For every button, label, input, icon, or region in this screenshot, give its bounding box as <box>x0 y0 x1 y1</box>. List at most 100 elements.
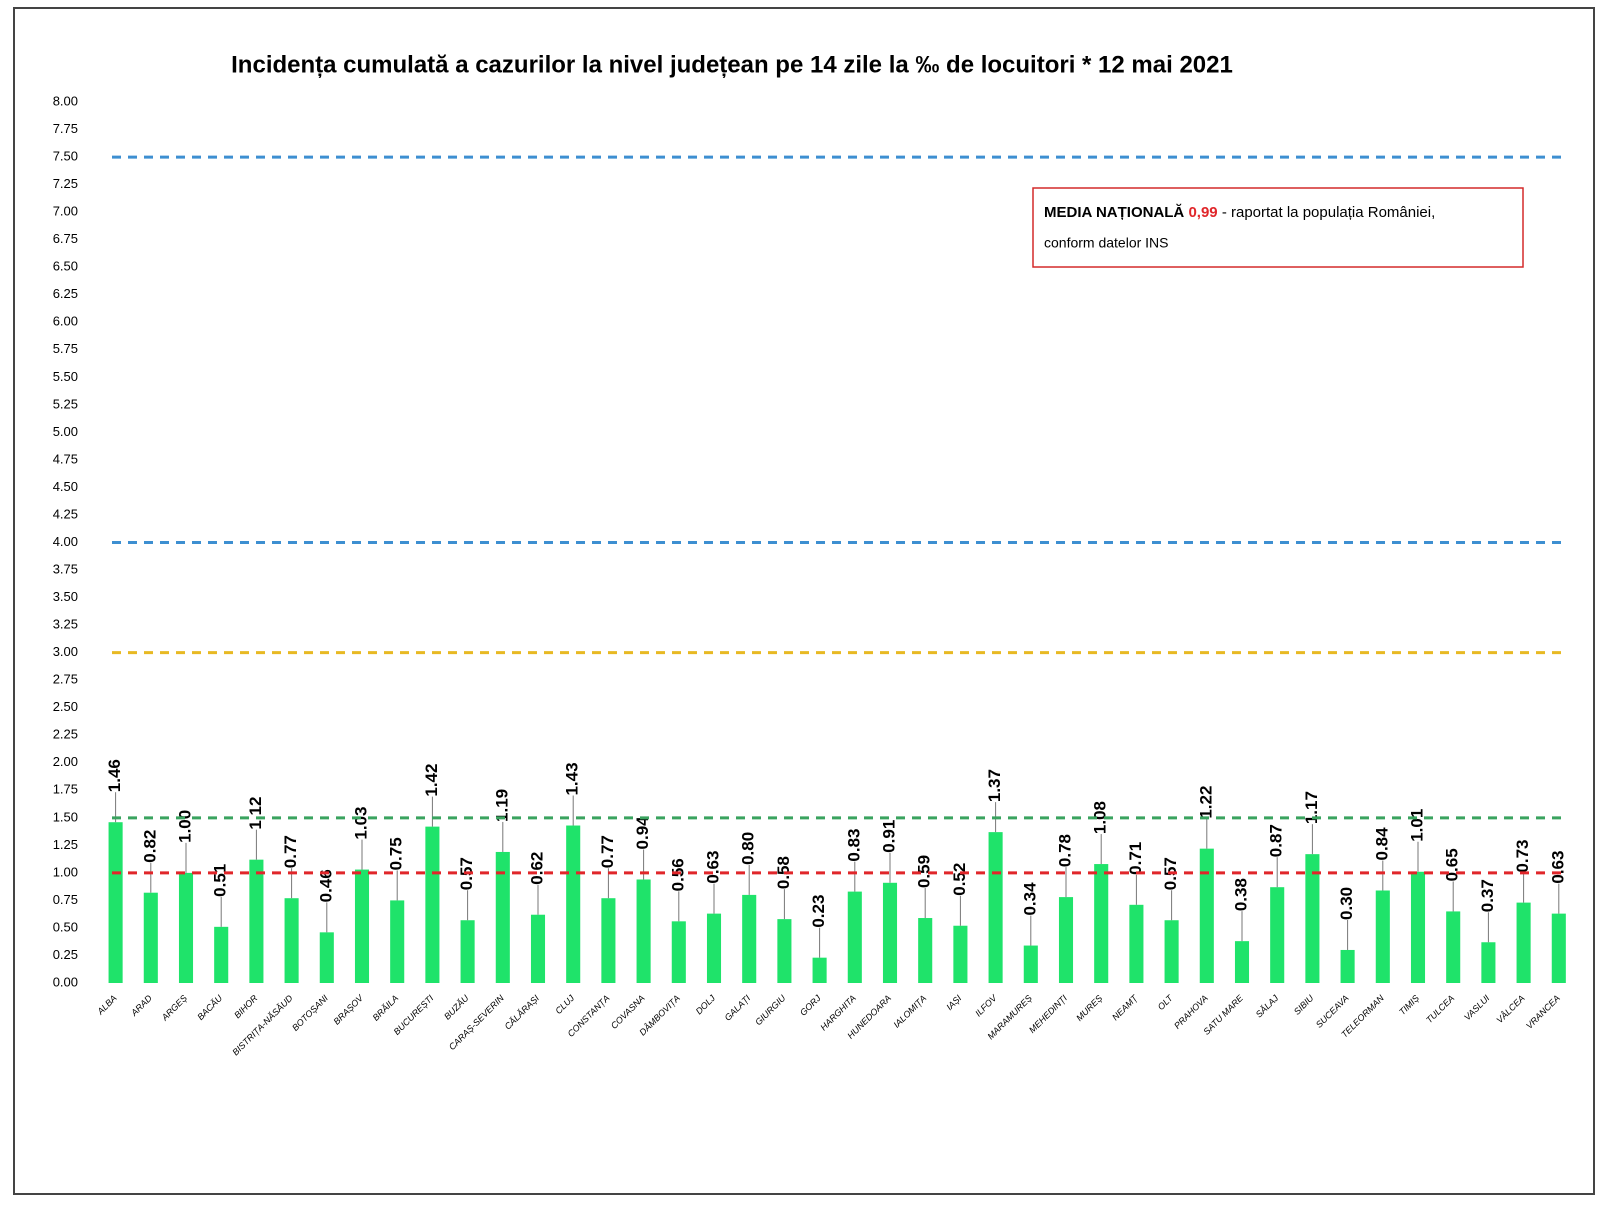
value-label: 0.58 <box>774 856 793 889</box>
value-label: 1.17 <box>1302 791 1321 824</box>
value-label: 0.77 <box>598 835 617 868</box>
y-tick-label: 2.50 <box>53 699 78 714</box>
bar <box>671 921 686 983</box>
x-tick-label: GORJ <box>798 993 823 1018</box>
value-label: 0.51 <box>211 864 230 897</box>
y-tick-label: 3.50 <box>53 589 78 604</box>
annotation-value: 0,99 <box>1188 204 1217 221</box>
value-label: 0.38 <box>1231 878 1250 911</box>
y-tick-label: 6.25 <box>53 286 78 301</box>
bar <box>143 892 158 983</box>
value-label: 0.23 <box>809 895 828 928</box>
y-tick-label: 5.75 <box>53 341 78 356</box>
x-tick-label: BRĂILA <box>371 993 401 1023</box>
value-label: 0.71 <box>1126 842 1145 875</box>
y-tick-label: 0.25 <box>53 947 78 962</box>
value-label: 0.78 <box>1055 834 1074 867</box>
bar <box>1129 904 1144 983</box>
value-label: 1.37 <box>985 769 1004 802</box>
bar <box>566 825 581 983</box>
y-tick-label: 1.50 <box>53 809 78 824</box>
value-label: 0.82 <box>140 830 159 863</box>
x-tick-label: BRAȘOV <box>331 992 365 1026</box>
x-tick-label: COVASNA <box>609 993 647 1031</box>
value-label: 1.22 <box>1196 786 1215 819</box>
x-tick-label: BIHOR <box>232 993 260 1021</box>
x-tick-label: GALAȚI <box>723 993 753 1023</box>
value-label: 1.43 <box>563 762 582 795</box>
x-tick-label: VRANCEA <box>1524 993 1562 1031</box>
bar <box>108 822 123 983</box>
x-tick-label: SĂLAJ <box>1254 993 1281 1020</box>
x-tick-label: TIMIȘ <box>1397 993 1421 1017</box>
bar <box>636 879 651 983</box>
y-tick-label: 5.00 <box>53 424 78 439</box>
value-label: 1.03 <box>351 806 370 839</box>
value-label: 1.01 <box>1407 809 1426 842</box>
y-tick-label: 4.50 <box>53 479 78 494</box>
x-tick-label: CLUJ <box>553 993 576 1016</box>
x-tick-label: MUREȘ <box>1074 993 1104 1023</box>
bar <box>319 932 334 983</box>
bar <box>460 920 475 983</box>
bar <box>284 898 299 983</box>
bar <box>1199 848 1214 983</box>
y-tick-label: 8.00 <box>53 93 78 108</box>
bar <box>918 918 933 983</box>
y-tick-label: 2.25 <box>53 727 78 742</box>
x-tick-label: ALBA <box>95 993 119 1017</box>
y-tick-label: 5.50 <box>53 369 78 384</box>
value-label: 0.59 <box>915 855 934 888</box>
bar <box>847 891 862 983</box>
value-label: 0.46 <box>316 869 335 902</box>
y-tick-label: 3.00 <box>53 644 78 659</box>
annotation: MEDIA NAȚIONALĂ 0,99 - raportat la popul… <box>1044 204 1435 221</box>
bar <box>601 898 616 983</box>
bar <box>1481 942 1496 983</box>
annotation-heading: MEDIA NAȚIONALĂ <box>1044 204 1184 221</box>
y-tick-label: 2.00 <box>53 754 78 769</box>
value-label: 0.56 <box>668 858 687 891</box>
y-tick-label: 3.25 <box>53 617 78 632</box>
y-tick-label: 0.75 <box>53 892 78 907</box>
bar <box>1516 902 1531 983</box>
value-label: 0.63 <box>703 851 722 884</box>
y-tick-label: 4.00 <box>53 534 78 549</box>
annotation-text: conform datelor INS <box>1044 235 1169 251</box>
bar <box>742 894 757 983</box>
x-tick-label: BOTOȘANI <box>290 993 330 1033</box>
bar <box>1023 945 1038 983</box>
y-tick-label: 6.75 <box>53 231 78 246</box>
x-tick-label: IAȘI <box>944 993 963 1012</box>
bar <box>812 957 827 983</box>
bar <box>1410 871 1426 983</box>
value-label: 0.63 <box>1548 851 1567 884</box>
value-label: 1.46 <box>105 759 124 792</box>
x-tick-label: TULCEA <box>1424 993 1456 1025</box>
bar <box>882 882 898 983</box>
y-tick-label: 4.75 <box>53 451 78 466</box>
bar <box>1551 913 1566 983</box>
y-tick-label: 4.25 <box>53 506 78 521</box>
value-label: 0.65 <box>1443 848 1462 881</box>
value-label: 0.73 <box>1513 840 1532 873</box>
chart-title: Incidența cumulată a cazurilor la nivel … <box>231 51 1233 78</box>
value-label: 0.80 <box>739 832 758 865</box>
bar <box>214 926 229 983</box>
value-label: 0.87 <box>1267 824 1286 857</box>
bar <box>1270 887 1285 983</box>
value-label: 1.12 <box>246 797 265 830</box>
annotation-text: - raportat la populația României, <box>1222 204 1435 221</box>
value-label: 1.08 <box>1091 801 1110 834</box>
x-tick-label: BISTRIȚA-NĂSĂUD <box>230 993 295 1058</box>
value-label: 1.42 <box>422 764 441 797</box>
y-tick-label: 0.00 <box>53 974 78 989</box>
bar <box>777 919 792 983</box>
value-label: 0.83 <box>844 829 863 862</box>
bar <box>1446 911 1461 983</box>
x-tick-label: IALOMIȚA <box>892 993 929 1030</box>
y-tick-label: 1.25 <box>53 837 78 852</box>
value-label: 0.37 <box>1478 879 1497 912</box>
bar <box>953 925 968 983</box>
